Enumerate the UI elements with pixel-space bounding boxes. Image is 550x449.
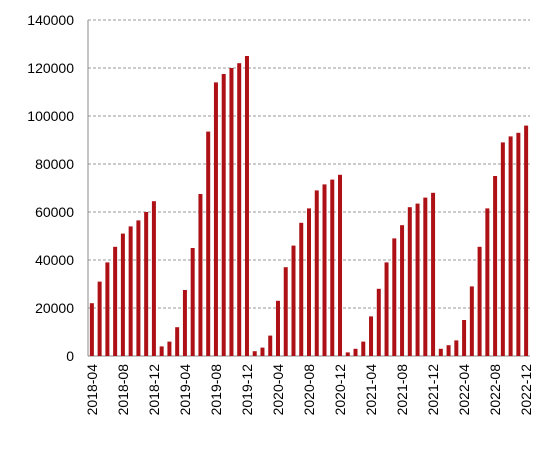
bar [175, 327, 180, 356]
bar [376, 288, 381, 356]
bar [454, 340, 459, 356]
bar [431, 192, 436, 356]
bar [144, 212, 149, 356]
bar [338, 174, 343, 356]
x-tick-label: 2018-12 [146, 364, 162, 416]
bar [299, 222, 304, 356]
bar [151, 201, 156, 356]
x-tick-label: 2021-12 [425, 364, 441, 416]
x-tick-label: 2019-04 [177, 364, 193, 416]
bar [353, 348, 358, 356]
bar [237, 63, 242, 356]
bar [415, 203, 420, 356]
y-tick-label: 140000 [27, 12, 74, 28]
y-tick-label: 80000 [35, 156, 74, 172]
bar [330, 179, 335, 356]
bar [407, 207, 412, 356]
bar [400, 225, 405, 356]
x-tick-label: 2018-04 [84, 364, 100, 416]
bar [493, 176, 498, 356]
x-tick-label: 2021-08 [394, 364, 410, 416]
x-tick-label: 2019-12 [239, 364, 255, 416]
x-tick-label: 2019-08 [208, 364, 224, 416]
bar [244, 56, 249, 356]
bar [477, 246, 482, 356]
x-tick-label: 2022-08 [487, 364, 503, 416]
bar [438, 348, 443, 356]
bar [252, 351, 257, 356]
bar [128, 226, 133, 356]
y-tick-label: 0 [66, 348, 74, 364]
bar [322, 184, 327, 356]
bar [508, 136, 513, 356]
bar [198, 194, 203, 356]
bar [469, 286, 474, 356]
x-tick-label: 2022-04 [456, 364, 472, 416]
bar [361, 341, 366, 356]
x-tick-label: 2020-04 [270, 364, 286, 416]
bar [113, 246, 118, 356]
bar [229, 68, 234, 356]
bar [167, 341, 172, 356]
y-tick-label: 20000 [35, 300, 74, 316]
bar [283, 267, 288, 356]
bar [291, 245, 296, 356]
bar [516, 132, 521, 356]
bar [369, 316, 374, 356]
bar [500, 142, 505, 356]
bar [213, 82, 218, 357]
y-tick-label: 60000 [35, 204, 74, 220]
bar [314, 190, 319, 356]
x-tick-label: 2018-08 [115, 364, 131, 416]
bar [221, 74, 226, 356]
bar [345, 352, 350, 356]
bar [182, 290, 187, 356]
bar [307, 208, 311, 356]
y-tick-label: 40000 [35, 252, 74, 268]
bar [136, 220, 141, 356]
x-tick-label: 2020-08 [301, 364, 317, 416]
bar [268, 335, 273, 356]
x-tick-label: 2020-12 [332, 364, 348, 416]
y-tick-label: 120000 [27, 60, 74, 76]
bar [462, 320, 467, 356]
bar [97, 281, 102, 356]
bar [524, 125, 529, 356]
y-tick-label: 100000 [27, 108, 74, 124]
bar [105, 262, 110, 356]
bar [206, 131, 211, 356]
x-tick-label: 2022-12 [518, 364, 534, 416]
bar [190, 248, 195, 356]
x-tick-label: 2021-04 [363, 364, 379, 416]
bar [423, 197, 428, 356]
bar [392, 238, 397, 356]
bar [485, 208, 490, 356]
bar [260, 347, 265, 356]
bar [384, 262, 389, 356]
bar [159, 346, 164, 356]
bar [275, 300, 280, 356]
bar [89, 303, 94, 356]
bar [446, 345, 451, 356]
bar [120, 233, 125, 356]
